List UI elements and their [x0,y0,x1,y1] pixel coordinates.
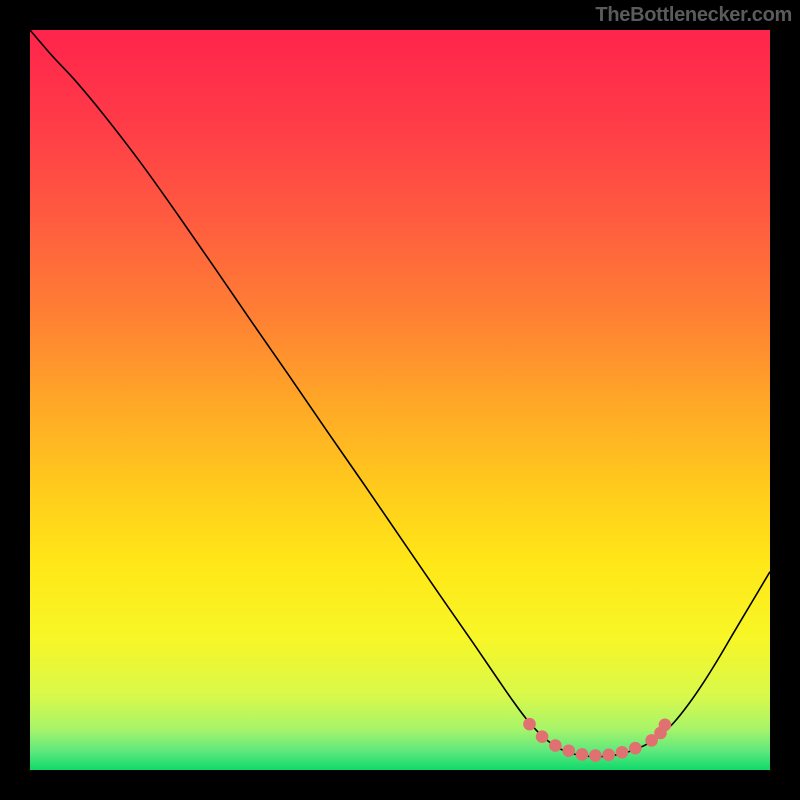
optimal-dot [616,746,629,759]
optimal-dot [549,739,562,752]
optimal-dot [576,748,589,761]
optimal-dot [523,718,536,731]
optimal-dot [536,730,549,743]
optimal-dot [629,742,642,755]
chart-container: TheBottlenecker.com [0,0,800,800]
optimal-dot [589,749,602,762]
plot-gradient-background [30,30,770,770]
watermark-text: TheBottlenecker.com [595,4,792,27]
optimal-dot [659,719,672,732]
bottleneck-curve-chart [0,0,800,800]
optimal-dot [602,749,615,762]
optimal-dot [562,744,575,757]
